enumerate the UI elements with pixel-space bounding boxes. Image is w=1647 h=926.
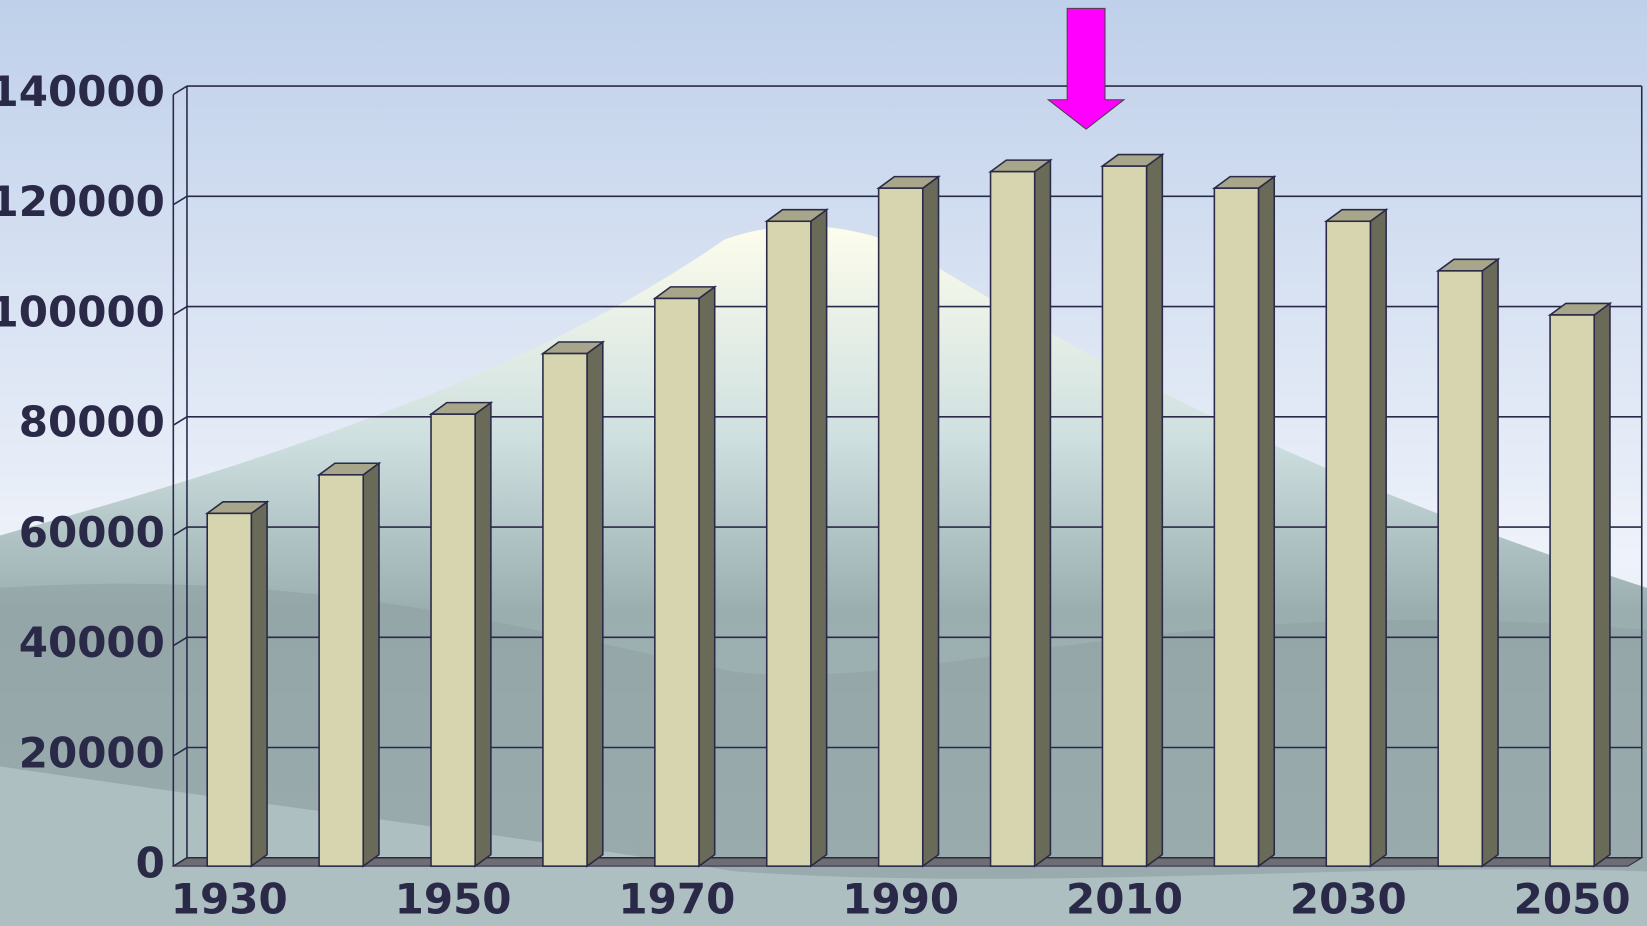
arrow xyxy=(1046,7,1126,130)
bar xyxy=(1549,314,1595,867)
x-tick-label: 2050 xyxy=(1514,874,1631,923)
bar-side xyxy=(1033,158,1052,868)
grid-line xyxy=(172,195,188,206)
y-tick-label: 60000 xyxy=(19,508,165,557)
bar-side xyxy=(362,461,380,868)
grid-line xyxy=(172,416,188,426)
x-tick-label: 2030 xyxy=(1290,874,1407,923)
foreground xyxy=(0,766,1647,926)
bar xyxy=(542,352,588,867)
bar-side xyxy=(1593,301,1611,868)
x-tick-label: 1950 xyxy=(395,874,512,923)
y-tick-label: 140000 xyxy=(0,67,165,116)
bar-side xyxy=(1369,208,1387,868)
y-tick-label: 120000 xyxy=(0,177,165,226)
bar-side xyxy=(1257,175,1276,868)
bar xyxy=(430,413,476,867)
bar-side xyxy=(810,208,828,868)
bar xyxy=(206,512,253,867)
bar-side xyxy=(474,401,492,868)
bar-side xyxy=(586,340,604,868)
bar xyxy=(989,170,1036,867)
bar-side xyxy=(698,285,716,868)
y-tick-label: 40000 xyxy=(19,618,165,667)
x-tick-label: 1930 xyxy=(171,874,288,923)
grid-line xyxy=(172,857,188,867)
bar xyxy=(1101,165,1148,867)
bar-side xyxy=(1481,257,1499,868)
x-tick-label: 1990 xyxy=(842,874,959,923)
bar xyxy=(1213,187,1260,867)
bar xyxy=(877,187,924,867)
grid-line xyxy=(172,305,188,316)
grid-line xyxy=(172,526,188,537)
y-tick-label: 100000 xyxy=(0,287,165,336)
bar xyxy=(1437,270,1484,867)
grid-line xyxy=(172,85,188,96)
bar xyxy=(654,297,700,867)
bar-side xyxy=(921,175,940,868)
x-tick-label: 2010 xyxy=(1066,874,1183,923)
plot: 0 20000 40000 60000 80000 100000 120000 140000 1… xyxy=(0,67,1644,923)
y-tick-label: 0 xyxy=(136,839,165,888)
bar xyxy=(765,220,812,867)
y-tick-label: 20000 xyxy=(19,728,165,777)
bar xyxy=(318,474,365,867)
bar-side xyxy=(1145,153,1164,868)
x-tick-label: 1970 xyxy=(618,874,735,923)
bar xyxy=(1325,220,1372,867)
bar-side xyxy=(250,500,268,868)
grid-line xyxy=(172,636,188,647)
y-tick-label: 80000 xyxy=(19,398,165,447)
grid-line xyxy=(172,746,188,757)
